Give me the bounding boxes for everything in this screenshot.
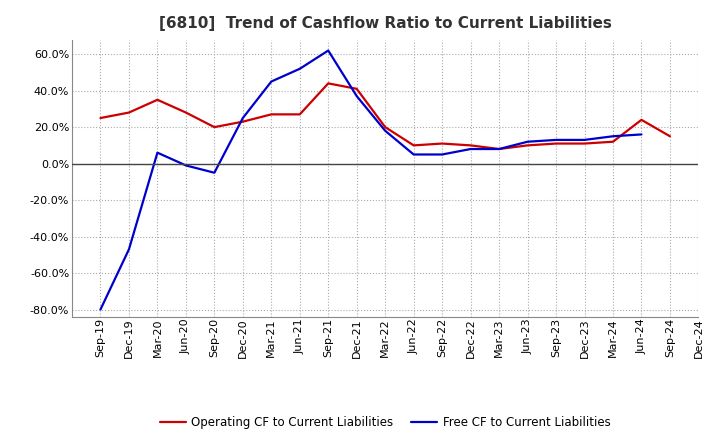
Legend: Operating CF to Current Liabilities, Free CF to Current Liabilities: Operating CF to Current Liabilities, Fre… (155, 411, 616, 434)
Free CF to Current Liabilities (495, 147, 503, 152)
Operating CF to Current Liabilities (608, 139, 617, 144)
Free CF to Current Liabilities (352, 93, 361, 99)
Free CF to Current Liabilities (467, 147, 475, 152)
Operating CF to Current Liabilities (467, 143, 475, 148)
Operating CF to Current Liabilities (580, 141, 589, 146)
Operating CF to Current Liabilities (210, 125, 219, 130)
Free CF to Current Liabilities (580, 137, 589, 143)
Operating CF to Current Liabilities (267, 112, 276, 117)
Operating CF to Current Liabilities (523, 143, 532, 148)
Operating CF to Current Liabilities (181, 110, 190, 115)
Operating CF to Current Liabilities (552, 141, 560, 146)
Free CF to Current Liabilities (153, 150, 162, 155)
Free CF to Current Liabilities (210, 170, 219, 176)
Line: Operating CF to Current Liabilities: Operating CF to Current Liabilities (101, 83, 670, 149)
Operating CF to Current Liabilities (410, 143, 418, 148)
Free CF to Current Liabilities (125, 247, 133, 252)
Free CF to Current Liabilities (552, 137, 560, 143)
Free CF to Current Liabilities (523, 139, 532, 144)
Operating CF to Current Liabilities (495, 147, 503, 152)
Free CF to Current Liabilities (381, 128, 390, 133)
Operating CF to Current Liabilities (352, 86, 361, 92)
Line: Free CF to Current Liabilities: Free CF to Current Liabilities (101, 51, 642, 309)
Operating CF to Current Liabilities (637, 117, 646, 122)
Operating CF to Current Liabilities (665, 134, 674, 139)
Free CF to Current Liabilities (324, 48, 333, 53)
Operating CF to Current Liabilities (324, 81, 333, 86)
Free CF to Current Liabilities (295, 66, 304, 71)
Free CF to Current Liabilities (267, 79, 276, 84)
Free CF to Current Liabilities (96, 307, 105, 312)
Free CF to Current Liabilities (410, 152, 418, 157)
Operating CF to Current Liabilities (96, 115, 105, 121)
Title: [6810]  Trend of Cashflow Ratio to Current Liabilities: [6810] Trend of Cashflow Ratio to Curren… (159, 16, 611, 32)
Free CF to Current Liabilities (238, 115, 247, 121)
Operating CF to Current Liabilities (381, 125, 390, 130)
Free CF to Current Liabilities (438, 152, 446, 157)
Operating CF to Current Liabilities (295, 112, 304, 117)
Free CF to Current Liabilities (181, 163, 190, 168)
Operating CF to Current Liabilities (153, 97, 162, 103)
Operating CF to Current Liabilities (125, 110, 133, 115)
Operating CF to Current Liabilities (238, 119, 247, 125)
Free CF to Current Liabilities (608, 134, 617, 139)
Operating CF to Current Liabilities (438, 141, 446, 146)
Free CF to Current Liabilities (637, 132, 646, 137)
